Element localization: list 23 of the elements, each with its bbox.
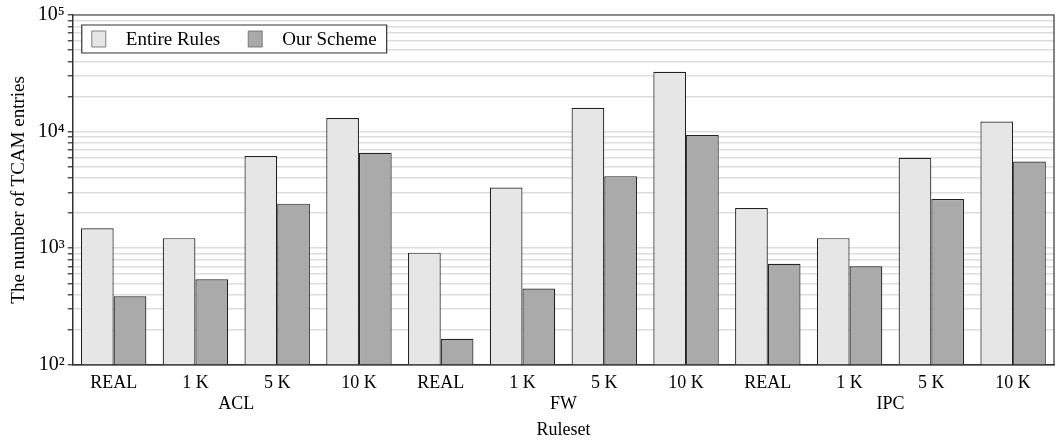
legend-label: Our Scheme	[282, 27, 377, 49]
y-tick-label: 10⁴	[37, 118, 65, 141]
x-tick-label: REAL	[90, 372, 138, 393]
text: FW	[549, 392, 577, 413]
x-tick-label: 1 K	[836, 372, 863, 393]
x-tick-label: 1 K	[509, 372, 536, 393]
x-tick-label: 5 K	[918, 372, 945, 393]
x-tick-label: REAL	[417, 372, 465, 393]
x-tick-label: 10 K	[668, 372, 704, 393]
y-tick-label: 10²	[38, 352, 65, 375]
y-tick-label: 10³	[38, 235, 65, 258]
x-tick-label: REAL	[744, 372, 792, 393]
legend-label: Entire Rules	[125, 27, 221, 49]
x-tick-label: 1 K	[182, 372, 209, 393]
text: ACL	[218, 392, 255, 413]
x-axis-title: Ruleset	[536, 418, 591, 439]
y-tick-label: 10⁵	[37, 2, 65, 25]
x-tick-label: 10 K	[341, 372, 377, 393]
text: IPC	[876, 392, 905, 413]
x-tick-label: 10 K	[995, 372, 1031, 393]
x-tick-label: 5 K	[591, 372, 618, 393]
x-tick-label: 5 K	[263, 372, 291, 393]
y-axis-title: The number of TCAM entries	[7, 76, 29, 304]
